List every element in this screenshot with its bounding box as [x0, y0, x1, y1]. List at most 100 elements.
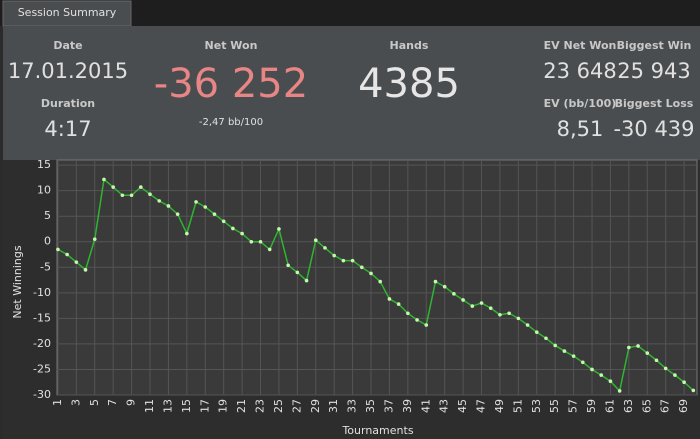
x-tick-label: 11: [143, 399, 156, 413]
point: [286, 263, 290, 268]
x-tick-label: 53: [530, 399, 543, 413]
x-tick-label: 17: [198, 399, 211, 413]
x-tick-label: 59: [585, 399, 598, 413]
point: [138, 185, 143, 189]
point: [544, 336, 548, 341]
duration: 4:17: [44, 117, 91, 141]
y-tick-label: -25: [33, 362, 51, 375]
point: [65, 252, 69, 257]
x-tick-label: 3: [69, 399, 82, 406]
point: [56, 247, 60, 252]
point: [461, 298, 465, 302]
tab-label[interactable]: Session Summary: [18, 6, 117, 19]
x-tick-label: 65: [640, 399, 653, 413]
point: [581, 360, 585, 365]
point: [442, 284, 447, 289]
biggest-win: 25 943: [617, 59, 690, 83]
point: [654, 358, 659, 363]
x-tick-label: 27: [290, 399, 303, 413]
date-label: Date: [53, 39, 82, 52]
x-tick-label: 19: [217, 399, 230, 413]
x-tick-label: 57: [567, 399, 580, 413]
point: [387, 297, 392, 301]
point: [369, 271, 373, 276]
x-tick-label: 43: [438, 399, 451, 413]
point: [350, 258, 355, 263]
x-tick-label: 51: [511, 399, 524, 413]
x-tick-label: 35: [364, 399, 377, 413]
point: [479, 301, 484, 305]
y-tick-label: 5: [44, 209, 51, 222]
point: [304, 278, 309, 283]
x-tick-label: 29: [309, 399, 322, 413]
biggest-win-label: Biggest Win: [617, 39, 692, 52]
summary-panel: [3, 26, 700, 160]
point: [194, 200, 198, 204]
x-tick-label: 45: [456, 399, 469, 413]
point: [267, 247, 272, 252]
point: [553, 343, 557, 348]
point: [240, 231, 244, 236]
point: [673, 373, 677, 377]
point: [120, 193, 125, 198]
x-tick-label: 13: [161, 399, 174, 413]
y-tick-label: -30: [33, 388, 51, 401]
hands: 4385: [358, 61, 460, 107]
net-won-label: Net Won: [205, 39, 258, 52]
point: [323, 246, 327, 250]
ev-net-won: 23 648: [543, 59, 616, 83]
point: [608, 379, 613, 384]
x-tick-label: 15: [180, 399, 193, 413]
point: [378, 279, 383, 284]
point: [295, 270, 300, 275]
net-won-rate: -2,47 bb/100: [199, 117, 263, 128]
x-tick-label: 31: [327, 399, 340, 413]
point: [636, 344, 640, 348]
biggest-loss-label: Biggest Loss: [615, 97, 694, 110]
point: [663, 366, 668, 371]
y-axis-label: Net Winnings: [11, 245, 24, 318]
point: [415, 318, 419, 322]
ev-rate: 8,51: [557, 117, 604, 141]
x-tick-label: 41: [419, 399, 432, 413]
point: [360, 265, 364, 270]
point: [221, 219, 226, 224]
x-tick-label: 47: [475, 399, 488, 413]
x-tick-label: 9: [125, 399, 138, 406]
point: [277, 227, 281, 231]
x-tick-label: 49: [493, 399, 506, 413]
point: [507, 311, 511, 316]
y-tick-label: 0: [44, 235, 51, 248]
x-tick-label: 39: [401, 399, 414, 413]
point: [203, 205, 208, 209]
point: [617, 389, 622, 393]
y-tick-label: -10: [33, 286, 51, 299]
x-tick-label: 55: [548, 399, 561, 413]
point: [129, 193, 134, 198]
point: [341, 258, 346, 263]
point: [258, 239, 263, 244]
point: [83, 268, 88, 272]
x-tick-label: 67: [659, 399, 672, 413]
date: 17.01.2015: [8, 59, 128, 83]
x-tick-label: 25: [272, 399, 285, 413]
point: [599, 373, 604, 377]
plot-area: [56, 159, 698, 396]
point: [682, 380, 686, 385]
point: [185, 231, 189, 236]
point: [332, 253, 336, 258]
biggest-loss: -30 439: [613, 117, 694, 141]
x-tick-label: 5: [88, 399, 101, 406]
point: [525, 323, 530, 327]
x-tick-label: 61: [603, 399, 616, 413]
ev-rate-label: EV (bb/100): [544, 97, 617, 110]
x-tick-label: 63: [622, 399, 635, 413]
x-tick-label: 7: [106, 399, 119, 406]
point: [166, 204, 171, 208]
net-won: -36 252: [154, 61, 308, 107]
point: [562, 349, 567, 353]
y-tick-label: 15: [37, 158, 51, 171]
point: [231, 226, 235, 231]
point: [452, 292, 456, 296]
